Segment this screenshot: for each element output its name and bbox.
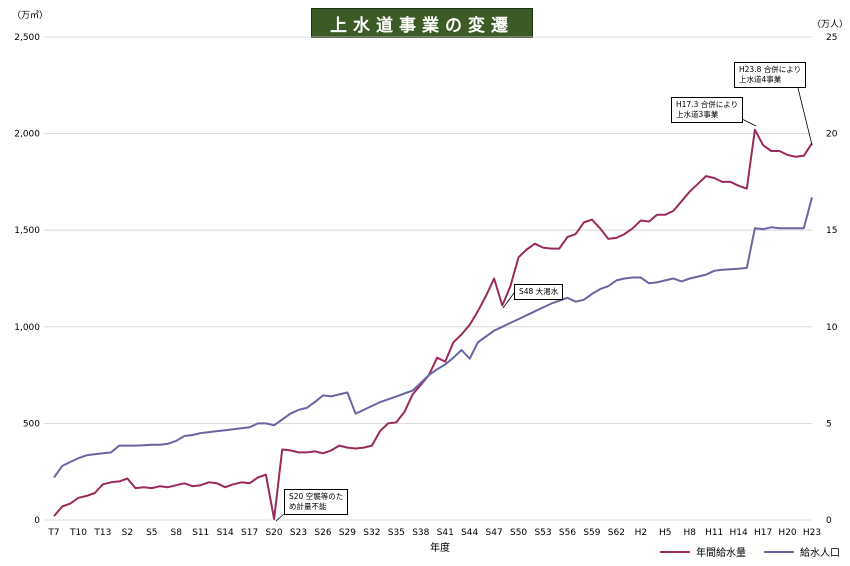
- x-tick-label: T7: [47, 528, 59, 538]
- callout-pointer-h23: [797, 87, 813, 146]
- callout-h23-line2: 上水道4事業: [739, 75, 782, 84]
- right-axis-ticks: 0 5 10 15 20 25: [826, 33, 838, 526]
- x-tick-label: S50: [510, 528, 527, 538]
- x-tick-label: S23: [290, 528, 307, 538]
- x-tick-label: T10: [69, 528, 87, 538]
- callout-h23-line1: H23.8 合併により: [739, 65, 802, 74]
- legend-label-population: 給水人口: [800, 548, 840, 559]
- x-tick-label: H5: [659, 528, 672, 538]
- x-tick-label: T13: [93, 528, 111, 538]
- left-tick-label: 1,000: [14, 323, 40, 333]
- x-tick-label: S56: [559, 528, 576, 538]
- x-tick-label: S62: [608, 528, 625, 538]
- callout-h17: H17.3 合併により 上水道3事業: [671, 97, 744, 123]
- left-tick-label: 2,000: [14, 130, 40, 140]
- legend-item-annual-supply: 年間給水量: [660, 544, 746, 559]
- legend-item-population: 給水人口: [764, 544, 840, 559]
- x-tick-label: S2: [122, 528, 133, 538]
- x-tick-label: S17: [241, 528, 258, 538]
- callout-s20-line1: S20 空襲等のた: [289, 492, 344, 501]
- right-tick-label: 10: [826, 323, 838, 333]
- x-tick-label: S5: [146, 528, 157, 538]
- right-tick-label: 5: [826, 419, 832, 429]
- left-tick-label: 500: [23, 419, 40, 429]
- right-tick-label: 15: [826, 226, 837, 236]
- right-axis-unit: （万人）: [812, 20, 849, 30]
- x-tick-label: S41: [437, 528, 454, 538]
- x-tick-label: H8: [683, 528, 696, 538]
- left-axis-ticks: 0 500 1,000 1,500 2,000 2,500: [14, 33, 40, 526]
- callout-s48-line1: S48 大渇水: [519, 287, 559, 296]
- x-tick-label: S32: [363, 528, 380, 538]
- x-tick-label: S35: [388, 528, 405, 538]
- callout-h23: H23.8 合併により 上水道4事業: [734, 62, 807, 88]
- x-tick-label: S59: [583, 528, 600, 538]
- callout-pointers: [275, 87, 813, 522]
- x-axis-label: 年度: [430, 541, 450, 554]
- callout-h17-line2: 上水道3事業: [676, 110, 719, 119]
- left-axis-unit: （万㎥）: [12, 11, 49, 21]
- right-tick-label: 20: [826, 130, 838, 140]
- x-tick-label: S38: [412, 528, 429, 538]
- chart-title: 上水道事業の変遷: [311, 8, 533, 38]
- x-tick-label: S44: [461, 528, 478, 538]
- callout-s20: S20 空襲等のた め計量不能: [284, 489, 349, 515]
- legend-label-annual-supply: 年間給水量: [696, 548, 746, 559]
- callout-pointer-s48: [502, 292, 515, 309]
- left-tick-label: 2,500: [14, 33, 40, 43]
- series-lines: [53, 128, 813, 520]
- x-tick-label: S29: [339, 528, 356, 538]
- x-tick-label: S20: [265, 528, 282, 538]
- right-tick-label: 0: [826, 516, 832, 526]
- callout-s48: S48 大渇水: [514, 284, 564, 300]
- right-tick-label: 25: [826, 33, 837, 43]
- legend-swatch-population: [764, 550, 794, 553]
- callout-h17-line1: H17.3 合併により: [676, 100, 739, 109]
- x-tick-label: S53: [534, 528, 551, 538]
- series-line-annual-supply: [53, 128, 813, 520]
- x-tick-label: S8: [171, 528, 183, 538]
- x-tick-label: S47: [486, 528, 503, 538]
- gridlines: [44, 36, 812, 521]
- series-line-population: [53, 197, 813, 479]
- x-tick-label: H11: [705, 528, 723, 538]
- x-tick-label: H14: [730, 528, 748, 538]
- x-tick-label: H23: [803, 528, 821, 538]
- left-tick-label: 1,500: [14, 226, 40, 236]
- callout-pointer-s20: [275, 513, 285, 522]
- left-tick-label: 0: [34, 516, 40, 526]
- x-tick-label: H2: [635, 528, 648, 538]
- x-tick-label: S26: [314, 528, 331, 538]
- x-tick-label: H17: [754, 528, 772, 538]
- x-tick-label: H20: [778, 528, 796, 538]
- x-tick-label: S14: [217, 528, 234, 538]
- x-axis-ticks: T7 T10 T13 S2 S5 S8 S11 S14 S17 S20 S23 S26 S29 S32 S3…: [47, 528, 821, 538]
- x-tick-label: S11: [192, 528, 209, 538]
- callout-s20-line2: め計量不能: [289, 502, 327, 511]
- legend-swatch-annual-supply: [660, 550, 690, 553]
